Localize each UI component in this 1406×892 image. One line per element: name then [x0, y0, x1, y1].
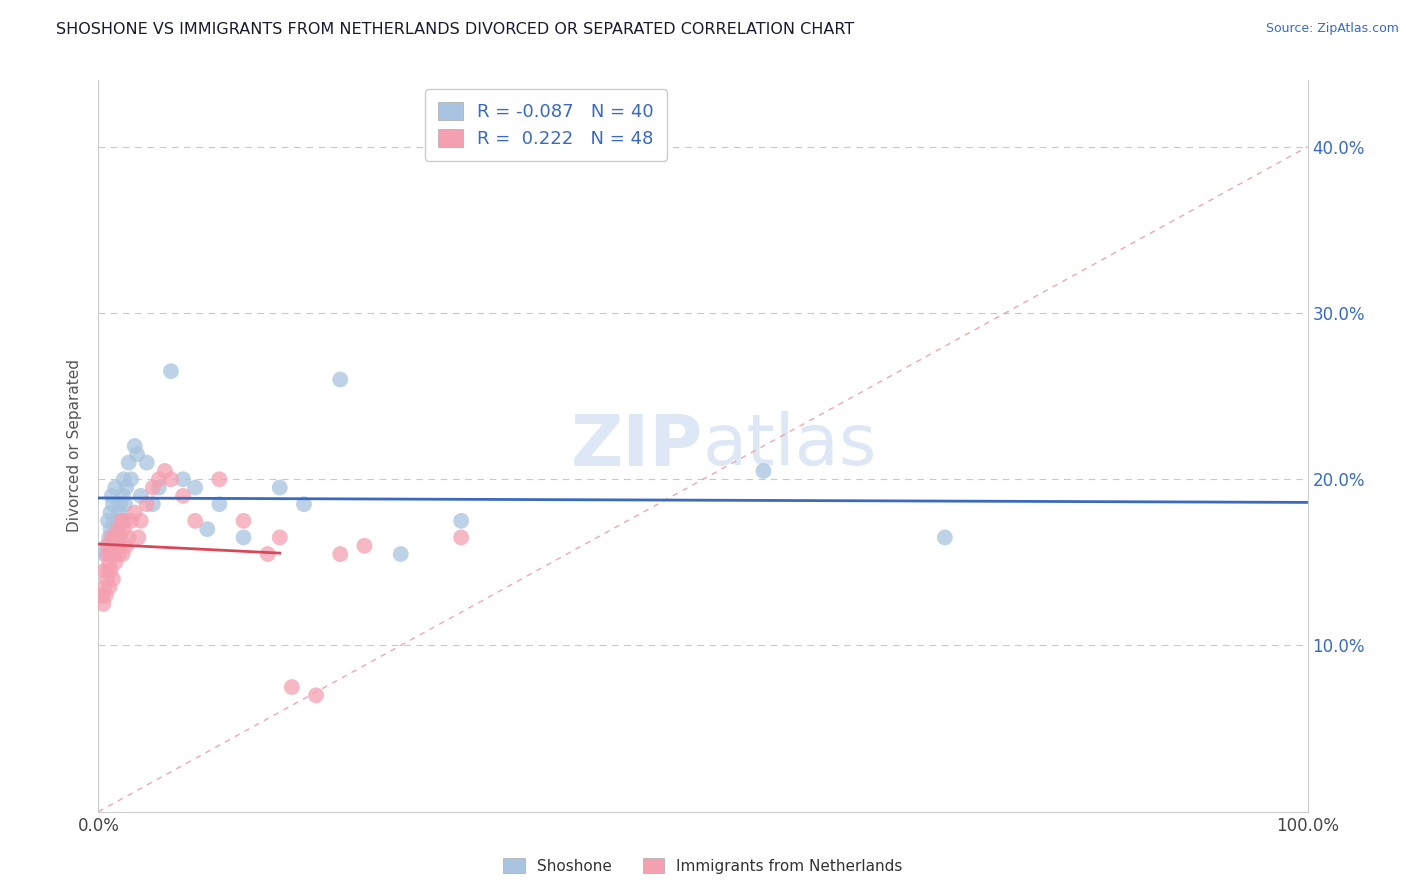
Point: [100, 522, 122, 536]
Point: [97, 564, 120, 578]
Point: [105, 522, 128, 536]
Point: [114, 514, 136, 528]
Point: [100, 489, 122, 503]
Point: [208, 472, 231, 486]
Point: [114, 497, 136, 511]
Point: [281, 680, 304, 694]
Point: [135, 497, 157, 511]
Point: [269, 481, 291, 495]
Point: [93, 547, 115, 561]
Point: [93, 564, 115, 578]
Point: [148, 481, 170, 495]
Point: [98, 530, 121, 544]
Point: [184, 514, 207, 528]
Point: [124, 439, 146, 453]
Point: [129, 514, 152, 528]
Point: [160, 472, 183, 486]
Point: [329, 547, 352, 561]
Point: [108, 530, 131, 544]
Point: [111, 489, 134, 503]
Point: [153, 464, 176, 478]
Point: [127, 447, 149, 461]
Point: [124, 506, 146, 520]
Point: [103, 530, 125, 544]
Point: [103, 547, 125, 561]
Point: [142, 481, 165, 495]
Point: [160, 364, 183, 378]
Text: Source: ZipAtlas.com: Source: ZipAtlas.com: [1265, 22, 1399, 36]
Point: [752, 464, 775, 478]
Point: [107, 530, 129, 544]
Point: [172, 472, 194, 486]
Point: [292, 497, 315, 511]
Point: [329, 372, 352, 386]
Point: [129, 489, 152, 503]
Point: [208, 497, 231, 511]
Point: [100, 506, 122, 520]
Point: [108, 547, 131, 561]
Point: [172, 489, 194, 503]
Point: [353, 539, 375, 553]
Point: [450, 530, 472, 544]
Point: [100, 530, 122, 544]
Point: [98, 555, 121, 569]
Point: [115, 539, 138, 553]
Point: [91, 589, 114, 603]
Point: [269, 530, 291, 544]
Point: [110, 514, 132, 528]
Point: [111, 547, 134, 561]
Point: [105, 539, 128, 553]
Point: [127, 530, 149, 544]
Point: [91, 597, 114, 611]
Point: [118, 456, 141, 470]
Point: [108, 506, 131, 520]
Point: [98, 580, 121, 594]
Point: [142, 497, 165, 511]
Legend: R = -0.087   N = 40, R =  0.222   N = 48: R = -0.087 N = 40, R = 0.222 N = 48: [425, 89, 666, 161]
Point: [100, 547, 122, 561]
Point: [104, 555, 127, 569]
Point: [934, 530, 956, 544]
Point: [112, 472, 135, 486]
Point: [232, 514, 254, 528]
Point: [148, 472, 170, 486]
Point: [100, 564, 122, 578]
Point: [94, 589, 117, 603]
Point: [97, 539, 120, 553]
Point: [232, 530, 254, 544]
Point: [305, 689, 328, 703]
Point: [103, 514, 125, 528]
Point: [104, 481, 127, 495]
Point: [96, 547, 118, 561]
Y-axis label: Divorced or Separated: Divorced or Separated: [67, 359, 83, 533]
Point: [120, 472, 142, 486]
Point: [118, 530, 141, 544]
Point: [93, 580, 115, 594]
Point: [135, 456, 157, 470]
Point: [184, 481, 207, 495]
Point: [195, 522, 218, 536]
Point: [108, 497, 131, 511]
Text: atlas: atlas: [703, 411, 877, 481]
Point: [120, 514, 142, 528]
Legend: Shoshone, Immigrants from Netherlands: Shoshone, Immigrants from Netherlands: [498, 852, 908, 880]
Point: [96, 539, 118, 553]
Text: SHOSHONE VS IMMIGRANTS FROM NETHERLANDS DIVORCED OR SEPARATED CORRELATION CHART: SHOSHONE VS IMMIGRANTS FROM NETHERLANDS …: [56, 22, 855, 37]
Point: [450, 514, 472, 528]
Point: [97, 514, 120, 528]
Point: [389, 547, 412, 561]
Point: [101, 497, 124, 511]
Point: [107, 522, 129, 536]
Point: [112, 522, 135, 536]
Point: [256, 547, 278, 561]
Text: ZIP: ZIP: [571, 411, 703, 481]
Point: [110, 514, 132, 528]
Point: [115, 481, 138, 495]
Point: [101, 572, 124, 586]
Point: [96, 572, 118, 586]
